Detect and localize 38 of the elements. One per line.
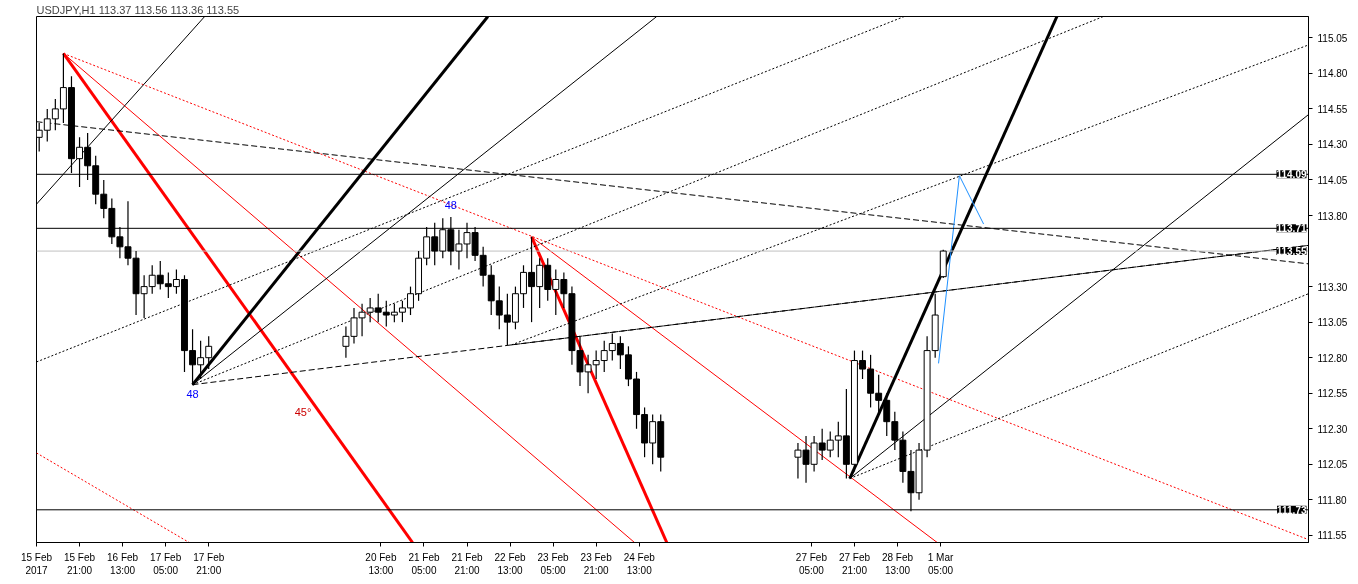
- x-tick-label: 15 Feb 21:00: [63, 551, 96, 576]
- x-tick-label: 1 Mar 05:00: [927, 551, 955, 576]
- x-tick-label: 22 Feb 13:00: [494, 551, 527, 576]
- x-tick-label: 27 Feb 05:00: [795, 551, 828, 576]
- y-tick-label: 111.55: [1317, 530, 1348, 542]
- ref-line-label: 114.09: [1276, 169, 1307, 181]
- ref-line-label: 111.73: [1277, 504, 1307, 516]
- y-tick-label: 112.30: [1317, 423, 1348, 435]
- y-tick-label: 111.80: [1317, 494, 1348, 506]
- x-tick-label: 16 Feb 13:00: [107, 551, 139, 576]
- annotation: 45°: [294, 405, 312, 418]
- x-tick-label: 17 Feb 21:00: [193, 551, 225, 576]
- y-tick-label: 113.80: [1317, 210, 1348, 222]
- x-tick-label: 17 Feb 05:00: [150, 551, 182, 576]
- y-tick-label: 115.05: [1317, 32, 1348, 44]
- x-tick-label: 23 Feb 05:00: [537, 551, 570, 576]
- y-tick-label: 114.30: [1317, 139, 1348, 151]
- ref-line-label: 113.55: [1276, 246, 1307, 258]
- x-tick-label: 27 Feb 21:00: [838, 551, 871, 576]
- y-tick-label: 112.80: [1317, 352, 1348, 364]
- annotation: 48: [444, 198, 457, 211]
- chart-title: USDJPY,H1 113.37 113.56 113.36 113.55: [36, 3, 240, 16]
- x-tick-label: 15 Feb 2017: [20, 551, 53, 576]
- ref-line-label: 113.71: [1276, 223, 1307, 235]
- x-tick-label: 28 Feb 13:00: [881, 551, 914, 576]
- y-tick-label: 113.05: [1317, 317, 1348, 329]
- x-tick-label: 21 Feb 05:00: [408, 551, 440, 576]
- y-tick-label: 112.05: [1317, 459, 1348, 471]
- annotation: 48: [186, 387, 199, 400]
- y-tick-label: 114.80: [1317, 68, 1348, 80]
- x-tick-label: 23 Feb 21:00: [580, 551, 613, 576]
- x-tick-label: 20 Feb 13:00: [365, 551, 397, 576]
- x-tick-label: 21 Feb 21:00: [451, 551, 484, 576]
- y-tick-label: 114.55: [1317, 103, 1348, 115]
- y-tick-label: 112.55: [1317, 388, 1348, 400]
- y-tick-label: 114.05: [1317, 174, 1348, 186]
- x-tick-label: 24 Feb 13:00: [623, 551, 656, 576]
- y-tick-label: 113.30: [1317, 281, 1348, 293]
